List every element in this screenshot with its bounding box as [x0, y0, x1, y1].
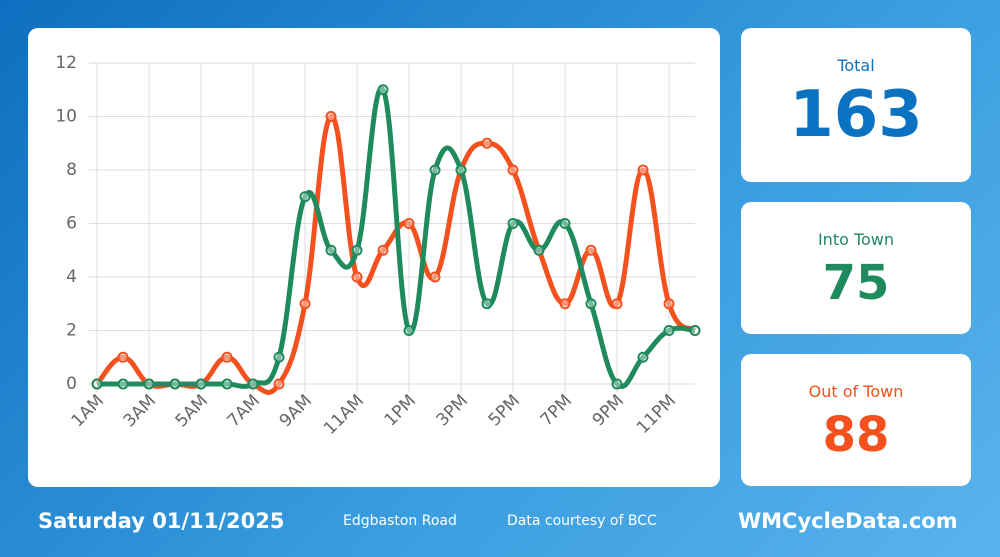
- point: [663, 325, 675, 336]
- x-tick-label: 7PM: [537, 391, 576, 430]
- chart: 0 2 4 6 8 10 12 1AM 3AM 5AM 7AM 9AM 11AM 1PM 3PM 5PM 7PM…: [55, 53, 701, 439]
- out-label: Out of Town: [808, 382, 904, 401]
- x-tick-label: 9AM: [276, 391, 316, 431]
- point: [507, 164, 519, 176]
- point: [403, 218, 415, 229]
- x-tick-label: 7AM: [224, 391, 264, 431]
- into-label: Into Town: [817, 230, 895, 249]
- point: [351, 244, 363, 256]
- x-tick-label: 3PM: [433, 391, 472, 430]
- point: [481, 137, 493, 149]
- site: WMCycleData.com: [738, 509, 958, 533]
- x-tick-label: 1AM: [68, 391, 108, 431]
- point: [299, 191, 311, 203]
- date: Saturday 01/11/2025: [38, 509, 285, 533]
- point: [377, 84, 389, 96]
- y-tick-label: 0: [66, 374, 77, 394]
- x-tick-label: 11AM: [320, 391, 368, 439]
- point: [273, 378, 285, 390]
- point: [611, 378, 623, 390]
- point: [611, 298, 623, 310]
- point: [91, 378, 103, 390]
- point: [325, 111, 337, 122]
- total-label: Total: [837, 56, 875, 75]
- x-tick-label: 5AM: [172, 391, 212, 431]
- y-tick-label: 6: [66, 214, 77, 234]
- point: [273, 351, 285, 363]
- out-card: Out of Town 88: [741, 354, 971, 486]
- total-value: 163: [789, 78, 923, 152]
- point: [117, 351, 129, 363]
- line: [97, 86, 696, 389]
- x-tick-label: 9PM: [589, 391, 628, 430]
- point: [637, 351, 649, 363]
- point: [169, 378, 181, 390]
- point: [663, 298, 675, 310]
- point: [429, 164, 441, 176]
- point: [117, 378, 129, 390]
- point: [299, 298, 311, 310]
- point: [637, 164, 649, 176]
- point: [455, 164, 467, 176]
- y-tick-label: 2: [66, 321, 77, 341]
- point: [247, 378, 259, 390]
- credit: Data courtesy of BCC: [507, 513, 657, 529]
- point: [585, 298, 597, 310]
- x-tick-label: 5PM: [485, 391, 524, 430]
- point: [221, 378, 233, 390]
- point: [481, 298, 493, 310]
- point: [143, 378, 155, 390]
- point: [377, 244, 389, 256]
- into-value: 75: [822, 255, 890, 311]
- point: [195, 378, 207, 390]
- point: [559, 218, 571, 229]
- point: [351, 271, 363, 283]
- chart-card: 0 2 4 6 8 10 12 1AM 3AM 5AM 7AM 9AM 11AM 1PM 3PM 5PM 7PM…: [28, 28, 720, 487]
- point: [221, 351, 233, 363]
- x-tick-label: 1PM: [381, 391, 420, 430]
- point: [559, 298, 571, 310]
- into-card: Into Town 75: [741, 202, 971, 334]
- x-tick-label: 3AM: [120, 391, 160, 431]
- point: [429, 271, 441, 283]
- point: [507, 218, 519, 229]
- point: [585, 244, 597, 256]
- location: Edgbaston Road: [343, 513, 457, 529]
- point: [689, 325, 701, 336]
- y-tick-label: 4: [66, 267, 77, 287]
- out-value: 88: [822, 407, 890, 463]
- y-tick-label: 8: [66, 160, 77, 180]
- point: [325, 244, 337, 256]
- point: [403, 325, 415, 336]
- y-tick-label: 10: [55, 107, 77, 127]
- y-tick-label: 12: [55, 53, 77, 73]
- point: [533, 244, 545, 256]
- x-tick-label: 11PM: [633, 391, 680, 438]
- total-card: Total 163: [741, 28, 971, 182]
